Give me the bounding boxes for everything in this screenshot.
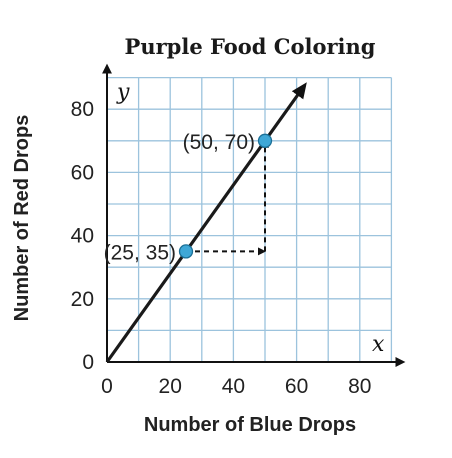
- x-axis-variable: x: [372, 332, 385, 357]
- y-axis-variable: y: [116, 80, 130, 105]
- guides: [186, 139, 269, 256]
- points: (25, 35) (50, 70): [104, 131, 273, 264]
- point-label: (25, 35): [104, 241, 176, 264]
- axes: [102, 63, 406, 367]
- series-line: [105, 82, 307, 363]
- y-tick-label: 20: [71, 288, 94, 311]
- x-tick-label: 20: [159, 375, 182, 398]
- grid: [107, 76, 393, 362]
- data-point: [178, 244, 194, 259]
- y-tick-label: 40: [71, 225, 94, 248]
- x-tick-label: 60: [285, 375, 308, 398]
- series: [105, 82, 307, 363]
- y-axis-label: Number of Red Drops: [11, 115, 33, 322]
- tick-labels: 0 20 40 60 80 0 20 40 60 80: [71, 98, 372, 398]
- x-axis-label: Number of Blue Drops: [144, 414, 356, 436]
- point-label: (50, 70): [183, 131, 255, 154]
- data-point: [257, 133, 273, 148]
- y-tick-label: 80: [71, 98, 94, 121]
- y-tick-label: 0: [82, 351, 94, 374]
- x-tick-label: 80: [348, 375, 371, 398]
- x-tick-label: 0: [101, 375, 113, 398]
- chart-title: Purple Food Coloring: [125, 34, 376, 59]
- x-tick-label: 40: [222, 375, 245, 398]
- y-tick-label: 60: [71, 161, 94, 184]
